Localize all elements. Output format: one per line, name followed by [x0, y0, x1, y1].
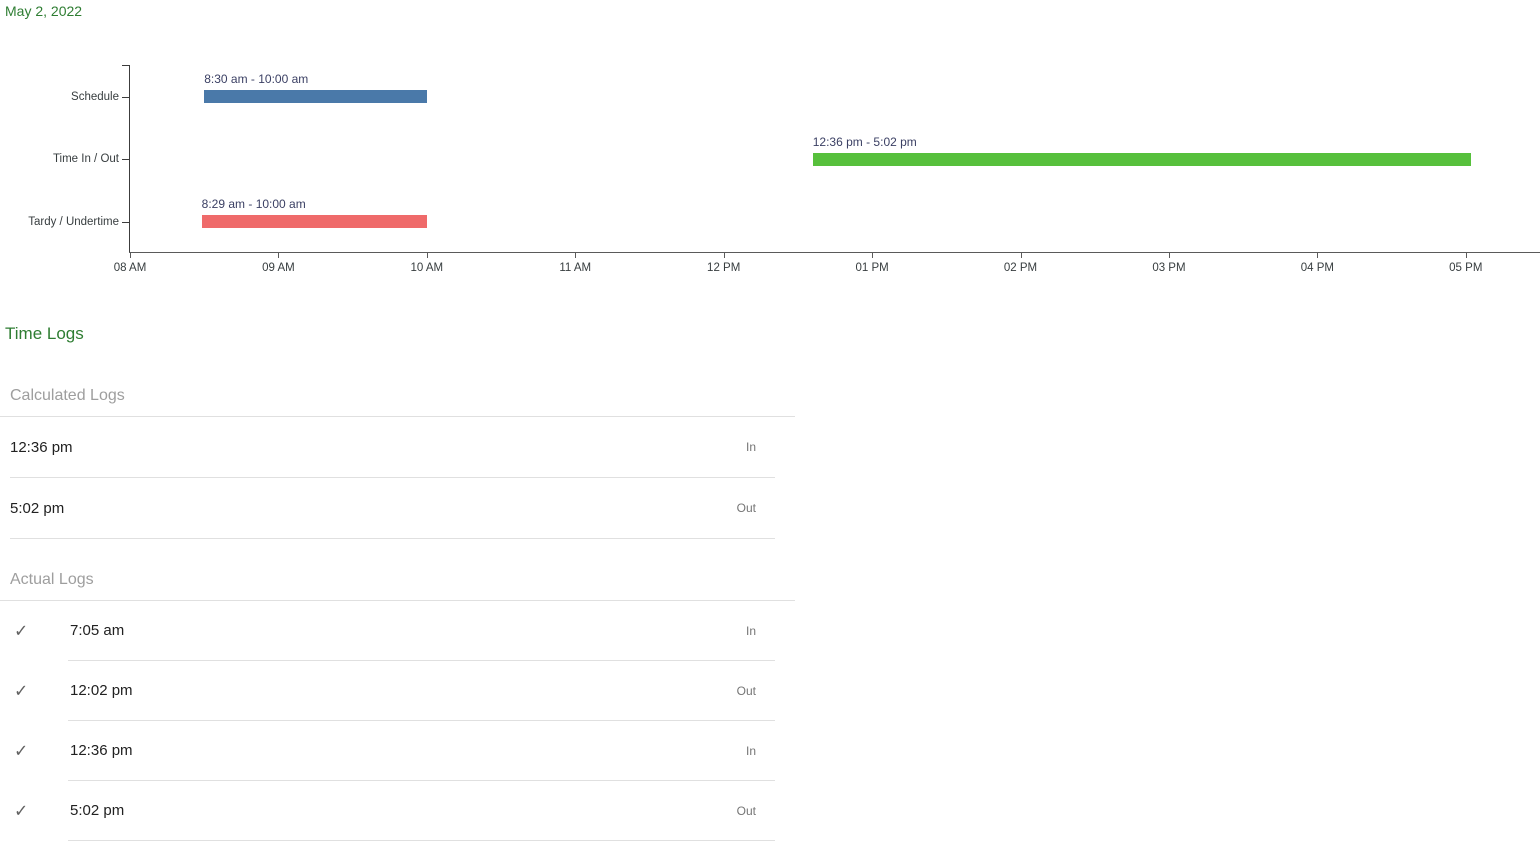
- actual-log-row: ✓ 12:02 pm Out: [0, 661, 795, 721]
- x-axis-label: 11 AM: [559, 262, 592, 274]
- x-axis-tick: [723, 252, 725, 258]
- x-axis-label: 01 PM: [855, 262, 889, 274]
- bar-range-label: 8:30 am - 10:00 am: [204, 72, 309, 86]
- log-time: 7:05 am: [70, 622, 125, 639]
- actual-logs-section: Actual Logs ✓ 7:05 am In ✓ 12:02 pm Out …: [0, 539, 795, 841]
- date-title: May 2, 2022: [5, 3, 83, 19]
- log-direction: Out: [736, 501, 756, 515]
- x-axis-tick: [426, 252, 428, 258]
- calculated-logs-section: Calculated Logs 12:36 pm In 5:02 pm Out: [0, 344, 795, 539]
- x-axis-tick: [575, 252, 577, 258]
- actual-log-row: ✓ 12:36 pm In: [0, 721, 795, 781]
- check-icon: ✓: [14, 681, 29, 701]
- timeline-bar: [204, 90, 427, 103]
- x-axis-tick: [1020, 252, 1022, 258]
- bar-range-label: 12:36 pm - 5:02 pm: [812, 134, 917, 149]
- x-axis-label: 12 PM: [707, 262, 741, 274]
- bar-range-label: 8:29 am - 10:00 am: [201, 197, 306, 211]
- timeline-bar: [201, 215, 427, 228]
- x-axis-label: 09 AM: [262, 262, 295, 274]
- log-time: 12:36 pm: [70, 742, 133, 759]
- x-axis-label: 02 PM: [1003, 262, 1038, 274]
- chart-category-label: Tardy / Undertime: [28, 215, 119, 228]
- chart-category-label: Schedule: [71, 90, 119, 103]
- log-time: 5:02 pm: [10, 499, 65, 517]
- x-axis-line: [129, 252, 1540, 253]
- log-direction: Out: [736, 803, 756, 818]
- actual-logs-title: Actual Logs: [0, 539, 795, 601]
- actual-log-row: ✓ 5:02 pm Out: [0, 781, 795, 841]
- log-time: 12:02 pm: [70, 682, 133, 699]
- x-axis-label: 05 PM: [1449, 262, 1483, 274]
- check-icon: ✓: [14, 621, 29, 641]
- chart-category-label: Time In / Out: [52, 153, 119, 165]
- timeline-bar: [812, 152, 1471, 166]
- time-logs-panel: Calculated Logs 12:36 pm In 5:02 pm Out …: [0, 344, 795, 841]
- x-axis-label: 04 PM: [1300, 262, 1334, 274]
- calculated-log-row: 12:36 pm In: [10, 417, 775, 478]
- log-row-content: 12:02 pm Out: [68, 661, 775, 721]
- chart-plot-area: 08 AM 09 AM 10 AM 11 AM 12 PM 01 PM 02 PM 03 PM…: [114, 65, 1540, 274]
- x-axis-tick: [1317, 252, 1319, 258]
- time-logs-heading: Time Logs: [5, 324, 84, 343]
- x-axis-tick: [1465, 252, 1467, 258]
- calculated-log-row: 5:02 pm Out: [10, 478, 775, 539]
- log-row-content: 5:02 pm Out: [68, 781, 775, 841]
- x-axis-tick: [130, 252, 131, 258]
- x-axis-label: 08 AM: [113, 262, 147, 274]
- y-axis-tick: [122, 221, 130, 223]
- x-axis-tick: [1168, 252, 1170, 258]
- log-direction: In: [745, 623, 756, 638]
- x-axis-label: 03 PM: [1152, 262, 1186, 274]
- log-time: 5:02 pm: [70, 802, 125, 819]
- log-row-content: 7:05 am In: [68, 601, 775, 661]
- y-axis-top-tick: [122, 65, 130, 66]
- log-direction: Out: [736, 683, 756, 698]
- log-row-content: 12:36 pm In: [68, 721, 775, 781]
- x-axis-label: 10 AM: [410, 262, 444, 274]
- log-direction: In: [745, 440, 756, 454]
- y-axis-tick: [122, 159, 130, 160]
- x-axis-tick: [278, 252, 280, 258]
- calculated-logs-title: Calculated Logs: [0, 344, 795, 417]
- log-direction: In: [745, 743, 756, 758]
- check-icon: ✓: [14, 741, 29, 761]
- y-axis-tick: [122, 96, 130, 98]
- y-axis-line: [129, 65, 130, 252]
- x-axis-tick: [872, 252, 874, 258]
- timeline-chart: 08 AM 09 AM 10 AM 11 AM 12 PM 01 PM 02 PM 03 PM…: [0, 20, 1540, 282]
- actual-log-row: ✓ 7:05 am In: [0, 601, 795, 661]
- check-icon: ✓: [14, 801, 29, 821]
- log-time: 12:36 pm: [10, 438, 73, 456]
